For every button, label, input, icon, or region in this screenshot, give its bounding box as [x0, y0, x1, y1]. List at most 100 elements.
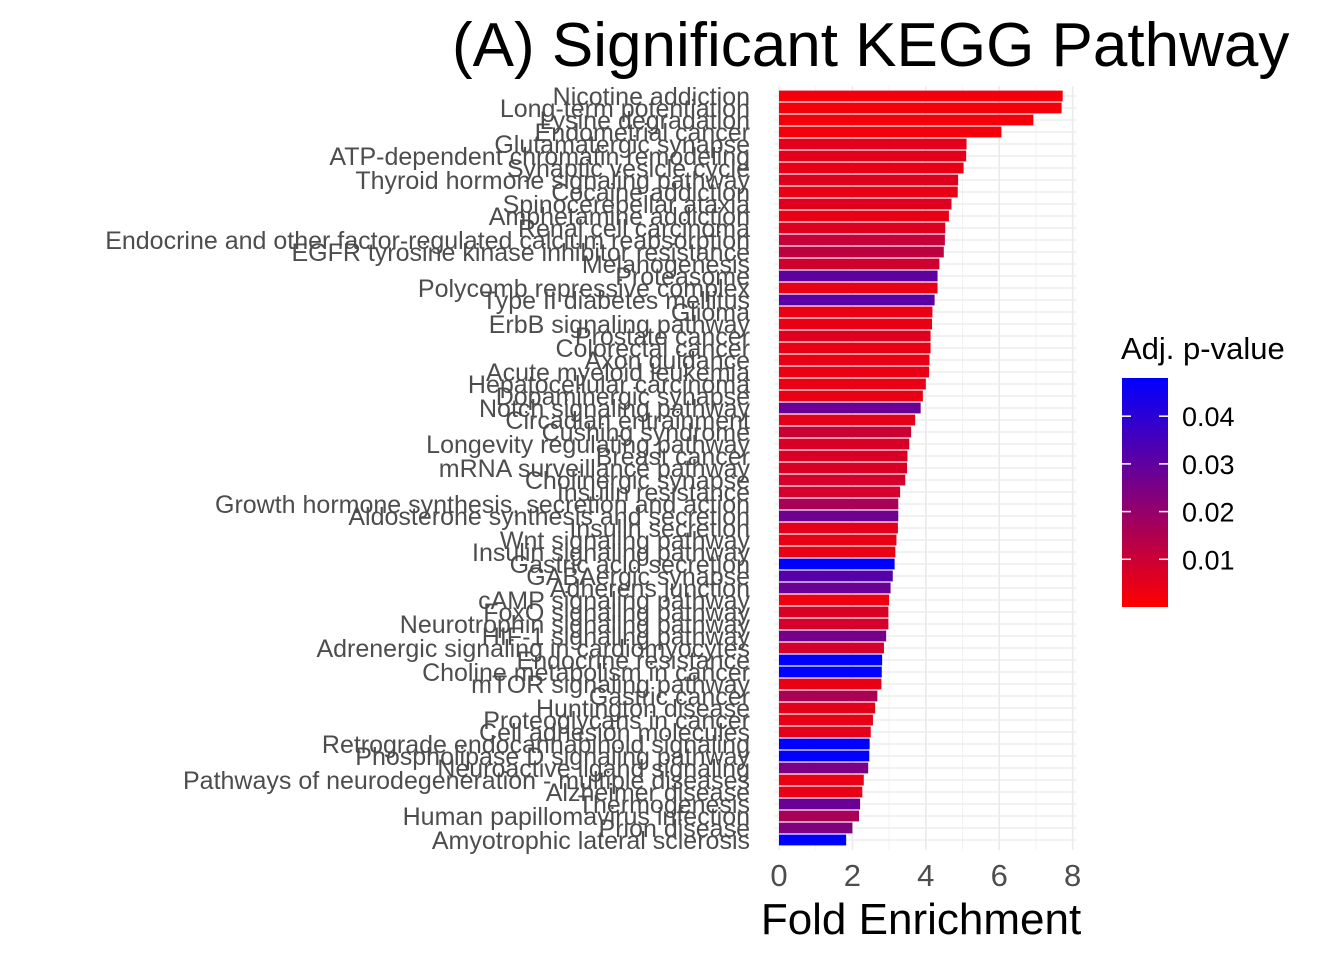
- category-label: Proteasome: [615, 263, 750, 291]
- bar: [779, 618, 889, 630]
- legend-ticks: 0.04 0.03 0.02 0.01: [1122, 402, 1235, 575]
- bar: [779, 474, 906, 486]
- x-axis-label: Fold Enrichment: [761, 895, 1081, 944]
- bar: [779, 702, 876, 714]
- category-label: Renal cell carcinoma: [518, 215, 750, 243]
- category-label: FoxO signaling pathway: [483, 599, 750, 627]
- category-label: Adherens junction: [550, 575, 750, 603]
- bar: [779, 462, 908, 474]
- bar: [779, 738, 870, 750]
- category-label: Insulin resistance: [557, 479, 750, 507]
- category-label: Endocrine resistance: [517, 647, 750, 675]
- category-label: Proteoglycans in cancer: [483, 707, 750, 735]
- x-tick-label: 8: [1064, 858, 1081, 893]
- bar: [779, 138, 967, 150]
- category-label: Insulin secretion: [569, 515, 750, 543]
- category-label: Prostate cancer: [575, 323, 750, 351]
- bar: [779, 522, 898, 534]
- bar: [779, 366, 930, 378]
- bar: [779, 690, 878, 702]
- bar: [779, 534, 897, 546]
- bar: [779, 762, 869, 774]
- category-label: mRNA surveillance pathway: [439, 455, 751, 483]
- category-label: cAMP signaling pathway: [478, 587, 750, 615]
- category-label: HIF-1 signaling pathway: [482, 623, 751, 651]
- bar: [779, 222, 946, 234]
- category-label: Endocrine and other factor-regulated cal…: [105, 227, 750, 255]
- bar: [779, 234, 945, 246]
- category-label: Synaptic vesicle cycle: [507, 155, 750, 183]
- category-label: ATP-dependent chromatin remodeling: [329, 143, 750, 171]
- category-label: ErbB signaling pathway: [489, 311, 751, 339]
- bar: [779, 186, 958, 198]
- category-label: Neurotrophin signaling pathway: [400, 611, 751, 639]
- bar: [779, 654, 883, 666]
- category-label: Glioma: [671, 299, 750, 327]
- bar: [779, 450, 908, 462]
- category-label: Human papillomavirus infection: [403, 803, 750, 831]
- legend-tick-label: 0.01: [1182, 545, 1235, 575]
- category-label: Polycomb repressive complex: [418, 275, 751, 303]
- legend-tick-label: 0.02: [1182, 498, 1235, 528]
- category-label: Hepatocellular carcinoma: [468, 371, 750, 399]
- bar: [779, 402, 921, 414]
- x-tick-label: 0: [770, 858, 787, 893]
- category-label: Breast cancer: [596, 443, 750, 471]
- bar: [779, 546, 896, 558]
- bar: [779, 162, 964, 174]
- bar: [779, 786, 863, 798]
- category-label: Cocaine addiction: [551, 179, 750, 207]
- bar: [779, 330, 931, 342]
- category-label: Type II diabetes mellitus: [482, 287, 750, 315]
- category-label: Alzheimer disease: [546, 779, 750, 807]
- bar: [779, 150, 967, 162]
- category-label: Acute myeloid leukemia: [486, 359, 750, 387]
- category-label: Thermogenesis: [578, 791, 750, 819]
- bar: [779, 390, 923, 402]
- category-label: Retrograde endocannabinoid signaling: [322, 731, 750, 759]
- bar: [779, 834, 847, 846]
- bar: [779, 270, 938, 282]
- category-label: Neuroactive ligand signaling: [437, 755, 750, 783]
- bar: [779, 558, 895, 570]
- legend-tick-label: 0.03: [1182, 450, 1235, 480]
- category-label: Growth hormone synthesis, secretion and …: [215, 491, 750, 519]
- bar: [779, 114, 1034, 126]
- legend-title: Adj. p-value: [1121, 331, 1285, 366]
- bar: [779, 354, 930, 366]
- category-label: Axon guidance: [585, 347, 750, 375]
- x-tick-label: 4: [917, 858, 934, 893]
- category-label: Aldosterone synthesis and secretion: [348, 503, 750, 531]
- bar: [779, 102, 1062, 114]
- category-label: Colorectal cancer: [555, 335, 750, 363]
- category-label: Gastric acid secretion: [510, 551, 750, 579]
- category-label: Wnt signaling pathway: [500, 527, 751, 555]
- bar: [779, 798, 861, 810]
- bar: [779, 342, 931, 354]
- category-label: Circadian entrainment: [505, 407, 750, 435]
- bar: [779, 258, 940, 270]
- bar: [779, 570, 893, 582]
- bar: [779, 750, 870, 762]
- bar: [779, 642, 884, 654]
- category-label: Amphetamine addiction: [489, 203, 750, 231]
- category-label: Huntington disease: [536, 695, 750, 723]
- category-label: Phospholipase D signaling pathway: [355, 743, 750, 771]
- bar: [779, 630, 887, 642]
- category-label: Insulin signaling pathway: [472, 539, 750, 567]
- bar: [779, 90, 1063, 102]
- legend-tick-label: 0.04: [1182, 402, 1235, 432]
- bars: [779, 90, 1063, 846]
- bar: [779, 198, 952, 210]
- category-label: Lysine degradation: [540, 107, 750, 135]
- chart-title: (A) Significant KEGG Pathway: [452, 11, 1289, 80]
- category-label: Endometrial cancer: [535, 119, 750, 147]
- bar: [779, 774, 864, 786]
- bar: [779, 606, 889, 618]
- bar: [779, 582, 891, 594]
- color-legend: Adj. p-value 0.04 0.03 0.02 0.01: [1121, 331, 1285, 607]
- bar: [779, 282, 938, 294]
- category-label: EGFR tyrosine kinase inhibitor resistanc…: [291, 239, 750, 267]
- x-axis-ticks: 0 2 4 6 8: [770, 858, 1081, 893]
- bar: [779, 378, 926, 390]
